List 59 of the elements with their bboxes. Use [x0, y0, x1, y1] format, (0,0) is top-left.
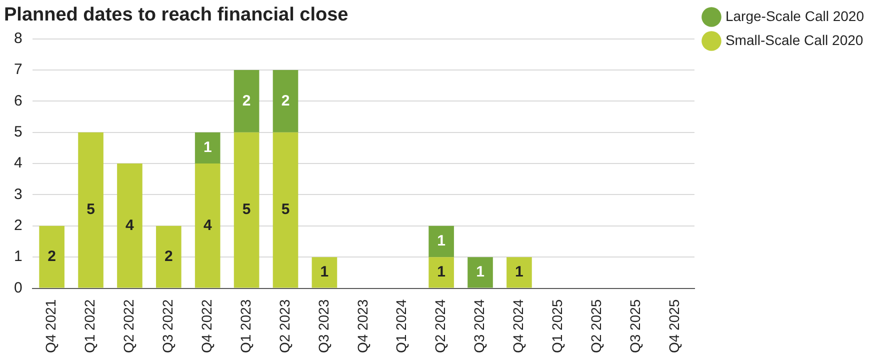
bar [468, 257, 493, 288]
y-tick-label: 0 [14, 279, 22, 296]
x-tick-label: Q2 2022 [120, 299, 137, 354]
y-tick-label: 4 [14, 154, 22, 172]
data-label: 1 [320, 264, 329, 281]
bar [234, 70, 260, 132]
bar [506, 257, 532, 288]
y-tick-label: 5 [14, 124, 22, 140]
x-tick-label: Q3 2025 [626, 299, 643, 354]
x-tick-label: Q2 2024 [432, 299, 448, 354]
data-label: 4 [126, 216, 135, 234]
bar [156, 226, 182, 288]
y-tick-label: 2 [14, 217, 22, 234]
x-tick-label: Q2 2025 [588, 299, 604, 354]
x-tick-label: Q1 2024 [393, 299, 410, 354]
data-label: 2 [281, 92, 290, 110]
bar [234, 132, 260, 288]
x-tick-label: Q1 2022 [82, 299, 98, 354]
data-label: 2 [164, 248, 173, 265]
legend-label: Large-Scale Call 2020 [725, 8, 864, 24]
bar [39, 226, 64, 288]
x-tick-label: Q4 2025 [666, 299, 682, 354]
data-label: 1 [476, 264, 484, 281]
x-tick-label: Q4 2021 [42, 299, 59, 354]
bar [194, 132, 220, 164]
y-tick-label: 6 [14, 92, 22, 110]
data-label: 1 [515, 264, 524, 281]
data-label: 1 [437, 232, 446, 250]
y-tick-label: 8 [14, 30, 22, 47]
data-label: 2 [242, 92, 251, 110]
x-tick-label: Q4 2022 [198, 299, 214, 354]
chart-title: Planned dates to reach financial close [4, 4, 348, 26]
y-tick-label: 1 [14, 248, 22, 266]
bar [117, 164, 142, 288]
y-tick-label: 7 [14, 61, 22, 78]
data-label: 1 [203, 139, 212, 156]
x-tick-label: Q3 2024 [471, 299, 488, 354]
x-tick-label: Q3 2023 [315, 299, 332, 354]
bar [312, 257, 338, 288]
bar [428, 226, 454, 258]
bar [428, 257, 454, 288]
x-tick-label: Q2 2023 [276, 299, 292, 354]
data-label: 5 [86, 201, 95, 218]
data-label: 5 [281, 201, 290, 218]
data-label: 4 [203, 216, 212, 234]
x-tick-label: Q4 2023 [354, 299, 370, 354]
x-tick-label: Q3 2022 [160, 299, 176, 354]
x-tick-label: Q4 2024 [510, 299, 526, 354]
bar [78, 132, 104, 288]
bar [194, 164, 220, 288]
data-label: 5 [242, 201, 251, 218]
x-tick-label: Q1 2023 [237, 299, 254, 354]
legend-label: Small-Scale Call 2020 [725, 32, 864, 48]
bar [272, 70, 298, 132]
y-tick-label: 3 [14, 186, 22, 203]
x-tick-label: Q1 2025 [549, 299, 566, 354]
bar [272, 132, 298, 288]
data-label: 2 [48, 248, 56, 265]
data-label: 1 [437, 264, 446, 281]
